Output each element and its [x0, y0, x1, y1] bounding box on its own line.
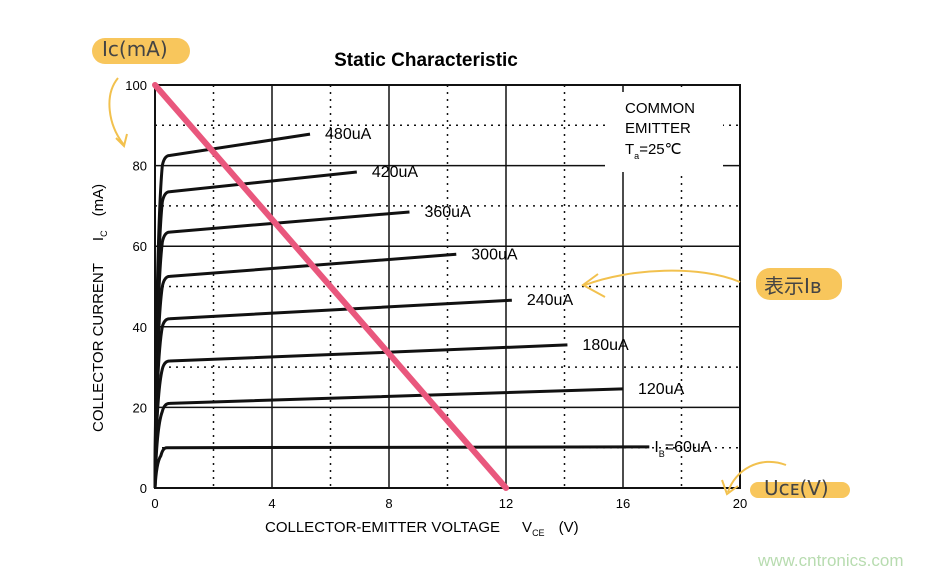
y-note-highlight	[92, 38, 190, 64]
curves	[153, 132, 650, 489]
curve-I_B=60uA	[153, 445, 650, 489]
x-tick-label: 16	[616, 496, 630, 511]
grid	[154, 84, 741, 489]
y-tick-label: 80	[133, 159, 147, 174]
annotation-line1: COMMON	[625, 100, 695, 117]
y-axis-label: COLLECTOR CURRENTIC(mA)	[90, 184, 109, 432]
x-axis-handwritten-note: Uᴄᴇ(V)	[764, 476, 829, 500]
curve-120uA	[153, 387, 624, 489]
ib-handwritten-note: 表示Iʙ	[764, 274, 822, 298]
x-axis-label: COLLECTOR-EMITTER VOLTAGE VCE (V)	[265, 519, 579, 538]
curve-label: 420uA	[372, 164, 419, 181]
y-tick-label: 0	[140, 481, 147, 496]
watermark: www.cntronics.com	[758, 551, 904, 570]
x-tick-label: 8	[385, 496, 392, 511]
load-line	[152, 82, 509, 491]
y-tick-label: 100	[125, 78, 147, 93]
curve-label: 480uA	[325, 126, 372, 143]
curve-labels: 480uA 420uA 360uA 300uA 240uA 180uA 120uA IB=60…	[325, 126, 712, 459]
plot-frame	[154, 84, 741, 489]
curve-label: 360uA	[424, 204, 471, 221]
chart-title: Static Characteristic	[334, 50, 518, 71]
y-axis-handwritten-note: Iᴄ(mA)	[102, 37, 168, 61]
x-tick-label: 20	[733, 496, 747, 511]
x-note-arrow-icon	[721, 460, 787, 496]
curve-label: 300uA	[471, 246, 518, 263]
annotation-line2: EMITTER	[625, 120, 691, 137]
curve-label: 180uA	[582, 337, 629, 354]
x-tick-label: 12	[499, 496, 513, 511]
x-tick-label: 4	[268, 496, 275, 511]
ib-note-highlight	[756, 268, 842, 300]
y-tick-label: 20	[133, 400, 147, 415]
curve-label: 120uA	[638, 381, 685, 398]
y-note-arrow-icon	[108, 77, 128, 148]
ib-note-arrow-icon	[581, 269, 741, 298]
curve-300uA	[153, 252, 457, 489]
ticks: 0 4 8 12 16 20 0 20 40 60 80 100	[125, 78, 747, 511]
y-tick-label: 40	[133, 320, 147, 335]
x-tick-label: 0	[151, 496, 158, 511]
annotation-box	[605, 92, 723, 172]
y-tick-label: 60	[133, 239, 147, 254]
x-note-highlight	[750, 482, 850, 498]
curve-label: 240uA	[527, 292, 574, 309]
curve-label: IB=60uA	[654, 439, 712, 459]
annotation-line3: Ta=25℃	[625, 141, 681, 161]
